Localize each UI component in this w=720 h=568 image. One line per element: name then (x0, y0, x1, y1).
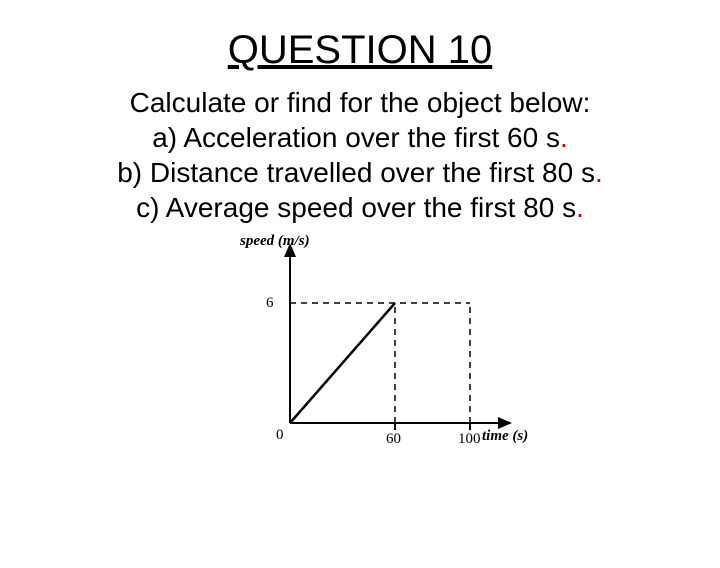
y-tick-6: 6 (266, 295, 274, 312)
period-a: . (560, 122, 568, 153)
speed-time-chart: speed (m/s) time (s) 6 0 60 100 (180, 233, 540, 463)
x-axis-label: time (s) (482, 428, 528, 445)
line-c: c) Average speed over the first 80 s (136, 192, 576, 223)
line-intro: Calculate or find for the object below: (130, 87, 591, 118)
origin-label: 0 (276, 427, 284, 444)
period-c: . (576, 192, 584, 223)
question-body: Calculate or find for the object below: … (0, 85, 720, 225)
period-b: . (595, 157, 603, 188)
page-title: QUESTION 10 (0, 28, 720, 73)
x-tick-100: 100 (458, 431, 481, 448)
y-axis-label: speed (m/s) (240, 233, 310, 250)
x-tick-60: 60 (386, 431, 401, 448)
line-b: b) Distance travelled over the first 80 … (117, 157, 595, 188)
line-a: a) Acceleration over the first 60 s (152, 122, 560, 153)
